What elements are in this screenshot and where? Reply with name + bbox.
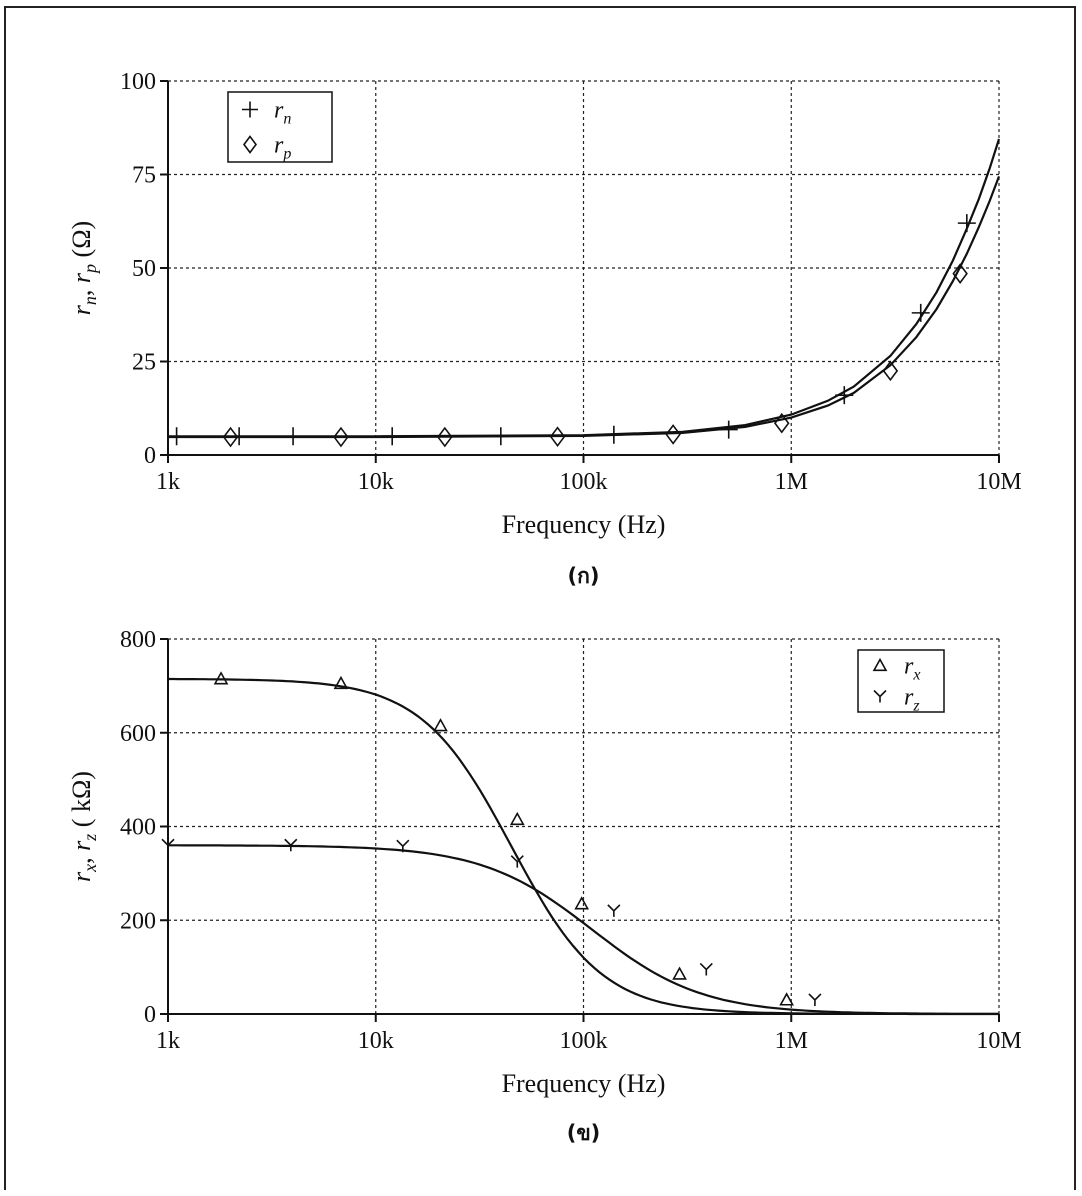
page-frame (4, 6, 1076, 1190)
legend-marker-r_n (242, 101, 258, 118)
series-line-r_z (168, 844, 999, 1015)
x-tick-label: 10k (358, 1028, 394, 1054)
x-tick-label: 10k (358, 469, 394, 495)
legend-label-r_p: rp (274, 133, 291, 163)
marker-r_n (911, 303, 930, 322)
y-tick-label: 25 (132, 350, 156, 376)
marker-r_p (773, 412, 790, 434)
marker-r_z (607, 904, 621, 917)
marker-r_z (808, 993, 822, 1006)
marker-r_x (574, 896, 590, 910)
x-tick-label: 100k (560, 1028, 608, 1054)
marker-r_n (957, 214, 976, 233)
series-line-r_p (168, 176, 1001, 439)
marker-r_p (952, 263, 968, 284)
chart-1: 0 25 50 75 100 1k 10k 100k 1M 10M Frequency (Hz) rn… (67, 69, 1022, 588)
legend-label-r_x: rx (904, 654, 920, 684)
marker-r_x (672, 966, 687, 980)
marker-r_z (161, 838, 175, 852)
legend-box (857, 649, 945, 713)
legend: rn rp (227, 91, 333, 163)
marker-r_z (284, 838, 298, 852)
x-tick-label: 1M (775, 469, 808, 495)
marker-r_z (699, 962, 713, 976)
y-tick-label: 75 (132, 163, 156, 189)
legend-label-r_n: rn (274, 98, 291, 128)
grid (168, 638, 1000, 1014)
y-tick-label: 400 (120, 815, 156, 841)
marker-r_p (549, 426, 566, 448)
legend-box (227, 91, 333, 163)
marker-r_x (333, 675, 349, 690)
y-tick-label: 800 (120, 627, 156, 653)
y-tick-label: 50 (132, 256, 156, 282)
chart-caption: (ก) (568, 564, 600, 588)
marker-r_p (665, 424, 681, 445)
legend-marker-r_x (872, 657, 888, 672)
x-tick-label: 10M (976, 469, 1021, 495)
y-axis-title: rn, rp (Ω) (67, 221, 100, 315)
legend-marker-r_p (243, 135, 257, 154)
x-axis-title: Frequency (Hz) (502, 1069, 666, 1098)
y-tick-label: 0 (144, 1002, 156, 1028)
y-tick-label: 100 (120, 69, 156, 95)
chart-2: 0 200 400 600 800 1k 10k 100k 1M 10M Frequency (Hz… (67, 627, 1022, 1145)
marker-r_p (333, 426, 349, 448)
marker-r_x (213, 671, 229, 685)
y-tick-label: 0 (144, 443, 156, 469)
marker-r_z (396, 839, 410, 853)
x-tick-label: 10M (976, 1028, 1021, 1054)
marker-r_x (433, 718, 448, 732)
x-tick-label: 1k (156, 469, 180, 495)
grid (168, 80, 1000, 455)
marker-r_p (437, 426, 453, 448)
marker-r_p (882, 360, 899, 382)
marker-r_z (510, 855, 524, 868)
marker-r_x (779, 992, 794, 1006)
chart-caption: (ข) (567, 1121, 601, 1145)
x-tick-label: 1k (156, 1028, 180, 1054)
x-tick-label: 1M (775, 1028, 808, 1054)
x-tick-label: 100k (560, 469, 608, 495)
marker-r_p (222, 426, 239, 448)
legend-marker-r_z (873, 689, 887, 703)
marker-r_x (509, 811, 525, 826)
y-tick-label: 600 (120, 721, 156, 747)
y-axis-title: rx, rz ( kΩ) (67, 771, 100, 882)
x-axis-title: Frequency (Hz) (502, 510, 666, 539)
legend-label-r_z: rz (904, 685, 920, 715)
y-tick-label: 200 (120, 908, 156, 934)
